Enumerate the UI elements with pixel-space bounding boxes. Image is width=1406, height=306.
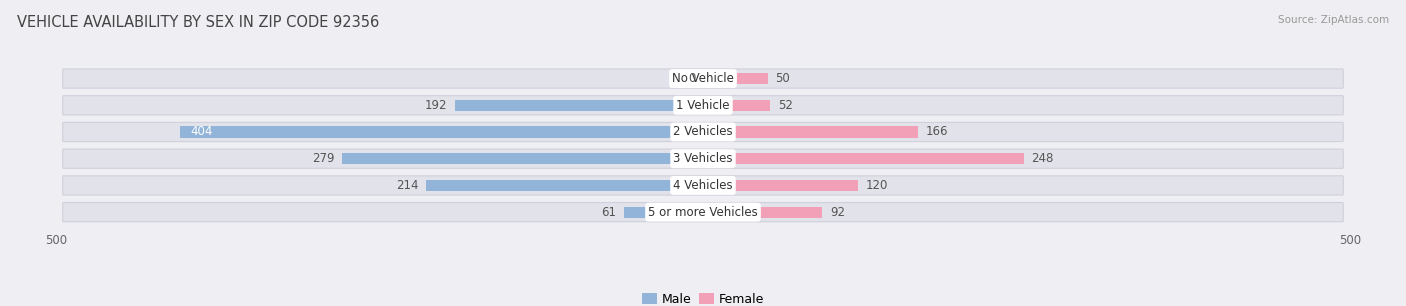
FancyBboxPatch shape [63, 203, 1343, 222]
Text: 214: 214 [396, 179, 419, 192]
Text: 3 Vehicles: 3 Vehicles [673, 152, 733, 165]
Text: 248: 248 [1032, 152, 1054, 165]
Bar [703, 180, 858, 191]
Text: 4 Vehicles: 4 Vehicles [673, 179, 733, 192]
Bar [703, 153, 1024, 164]
Text: No Vehicle: No Vehicle [672, 72, 734, 85]
Bar [703, 207, 823, 218]
Bar [426, 180, 703, 191]
Text: 2 Vehicles: 2 Vehicles [673, 125, 733, 139]
Text: 120: 120 [866, 179, 889, 192]
FancyBboxPatch shape [63, 176, 1343, 195]
Text: 50: 50 [776, 72, 790, 85]
Legend: Male, Female: Male, Female [637, 288, 769, 306]
Text: 52: 52 [778, 99, 793, 112]
Bar [703, 73, 768, 84]
FancyBboxPatch shape [63, 69, 1343, 88]
Bar [454, 100, 703, 111]
FancyBboxPatch shape [63, 149, 1343, 168]
Bar [624, 207, 703, 218]
Text: VEHICLE AVAILABILITY BY SEX IN ZIP CODE 92356: VEHICLE AVAILABILITY BY SEX IN ZIP CODE … [17, 15, 380, 30]
Bar [180, 126, 703, 138]
Text: 1 Vehicle: 1 Vehicle [676, 99, 730, 112]
Text: 5 or more Vehicles: 5 or more Vehicles [648, 206, 758, 218]
Bar [703, 126, 918, 138]
Text: 404: 404 [191, 125, 214, 139]
Text: 166: 166 [925, 125, 948, 139]
Text: Source: ZipAtlas.com: Source: ZipAtlas.com [1278, 15, 1389, 25]
FancyBboxPatch shape [63, 122, 1343, 142]
Text: 0: 0 [688, 72, 695, 85]
FancyBboxPatch shape [63, 96, 1343, 115]
Text: 279: 279 [312, 152, 335, 165]
Text: 92: 92 [830, 206, 845, 218]
Text: 61: 61 [602, 206, 616, 218]
Bar [342, 153, 703, 164]
Text: 192: 192 [425, 99, 447, 112]
Bar [703, 100, 770, 111]
